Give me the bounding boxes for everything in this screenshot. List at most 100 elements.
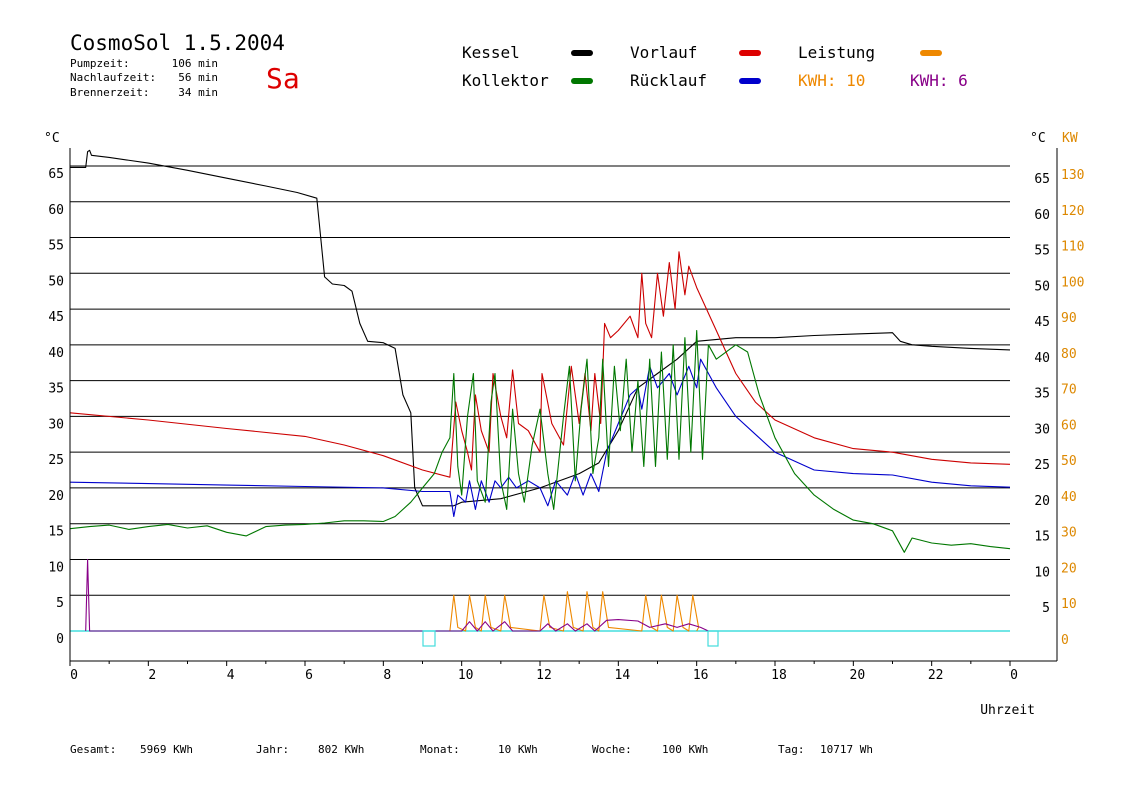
y-tick-power: 30 xyxy=(1061,526,1077,541)
series-group xyxy=(69,149,1011,632)
footer-tag-value: 10717 Wh xyxy=(820,743,873,756)
grid-lines xyxy=(70,165,1010,632)
footer-jahr-label: Jahr: xyxy=(256,743,289,756)
series-kessel xyxy=(70,149,1011,507)
y-tick-right: 10 xyxy=(1034,565,1050,580)
y-tick-left: 5 xyxy=(56,596,64,611)
x-tick-label: 4 xyxy=(227,668,235,683)
y-tick-left: 20 xyxy=(48,489,64,504)
stat-pumpzeit-label: Pumpzeit: xyxy=(70,57,130,70)
y-tick-power: 10 xyxy=(1061,597,1077,612)
y-tick-left: 10 xyxy=(48,560,64,575)
legend-vorlauf-label: Vorlauf xyxy=(630,43,697,62)
stat-brennerzeit-value: 34 min xyxy=(178,86,218,99)
x-tick-label: 22 xyxy=(928,668,944,683)
footer-tag-label: Tag: xyxy=(778,743,805,756)
y-tick-right: 45 xyxy=(1034,315,1050,330)
series-kwh xyxy=(85,558,709,632)
legend-kollektor-swatch xyxy=(571,78,593,84)
legend-kessel-label: Kessel xyxy=(462,43,520,62)
y-tick-right: 5 xyxy=(1042,601,1050,616)
y-tick-power: 0 xyxy=(1061,633,1069,648)
y-tick-right: 15 xyxy=(1034,530,1050,545)
y-tick-left: 45 xyxy=(48,310,64,325)
series-vorlauf xyxy=(69,251,1011,478)
x-tick-label: 20 xyxy=(850,668,866,683)
legend-vorlauf-swatch xyxy=(739,50,761,56)
legend-leistung-swatch xyxy=(920,50,942,56)
footer-woche-label: Woche: xyxy=(592,743,632,756)
footer-monat-label: Monat: xyxy=(420,743,460,756)
y-tick-right: 30 xyxy=(1034,422,1050,437)
series-ruecklauf xyxy=(69,358,1011,518)
y-tick-left: 25 xyxy=(48,453,64,468)
footer-woche-value: 100 KWh xyxy=(662,743,708,756)
x-tick-label: 6 xyxy=(305,668,313,683)
legend-ruecklauf-label: Rücklauf xyxy=(630,71,707,90)
y-tick-left: 50 xyxy=(48,274,64,289)
x-tick-label: 0 xyxy=(1010,668,1018,683)
y-tick-right: 35 xyxy=(1034,387,1050,402)
footer-gesamt-label: Gesamt: xyxy=(70,743,116,756)
y-tick-left: 35 xyxy=(48,382,64,397)
footer-jahr-value: 802 KWh xyxy=(318,743,364,756)
x-tick-label: 16 xyxy=(693,668,709,683)
legend-kessel-swatch xyxy=(571,50,593,56)
x-tick-label: 10 xyxy=(458,668,474,683)
y-tick-power: 120 xyxy=(1061,204,1084,219)
y-tick-power: 50 xyxy=(1061,454,1077,469)
stat-pumpzeit-value: 106 min xyxy=(172,57,218,70)
y-tick-left: 60 xyxy=(48,203,64,218)
y-tick-left: 0 xyxy=(56,632,64,647)
y-tick-right: 40 xyxy=(1034,351,1050,366)
y-tick-left: 65 xyxy=(48,167,64,182)
y-tick-right: 25 xyxy=(1034,458,1050,473)
y-unit-right-power: KW xyxy=(1062,131,1078,146)
y-tick-power: 80 xyxy=(1061,347,1077,362)
x-tick-label: 14 xyxy=(615,668,631,683)
x-tick-label: 8 xyxy=(383,668,391,683)
legend-leistung-label: Leistung xyxy=(798,43,875,62)
y-tick-right: 65 xyxy=(1034,172,1050,187)
y-tick-power: 20 xyxy=(1061,561,1077,576)
y-tick-power: 60 xyxy=(1061,418,1077,433)
y-tick-left: 15 xyxy=(48,525,64,540)
day-label: Sa xyxy=(266,62,300,95)
legend-kwh-purple: KWH: 6 xyxy=(910,71,968,90)
x-tick-label: 2 xyxy=(148,668,156,683)
y-tick-right: 55 xyxy=(1034,244,1050,259)
x-axis-label: Uhrzeit xyxy=(980,703,1035,718)
footer-gesamt-value: 5969 KWh xyxy=(140,743,193,756)
y-tick-right: 20 xyxy=(1034,494,1050,509)
y-tick-power: 40 xyxy=(1061,490,1077,505)
x-tick-label: 0 xyxy=(70,668,78,683)
legend-ruecklauf-swatch xyxy=(739,78,761,84)
x-tick-label: 18 xyxy=(771,668,787,683)
y-tick-power: 90 xyxy=(1061,311,1077,326)
legend-kwh-orange: KWH: 10 xyxy=(798,71,865,90)
y-tick-power: 130 xyxy=(1061,168,1084,183)
y-tick-right: 50 xyxy=(1034,279,1050,294)
y-tick-power: 100 xyxy=(1061,275,1084,290)
series-kollektor xyxy=(69,329,1011,553)
stat-nachlaufzeit-label: Nachlaufzeit: xyxy=(70,71,156,84)
y-tick-right: 60 xyxy=(1034,208,1050,223)
y-tick-left: 40 xyxy=(48,346,64,361)
y-unit-right-temp: °C xyxy=(1030,131,1046,146)
chart-title: CosmoSol 1.5.2004 xyxy=(70,31,285,55)
footer-monat-value: 10 KWh xyxy=(498,743,538,756)
legend-kollektor-label: Kollektor xyxy=(462,71,549,90)
y-tick-power: 70 xyxy=(1061,383,1077,398)
y-unit-left: °C xyxy=(44,131,60,146)
stat-nachlaufzeit-value: 56 min xyxy=(178,71,218,84)
x-tick-label: 12 xyxy=(536,668,552,683)
y-tick-power: 110 xyxy=(1061,240,1084,255)
pump-start-marker xyxy=(422,630,436,647)
y-tick-left: 30 xyxy=(48,417,64,432)
y-tick-left: 55 xyxy=(48,239,64,254)
series-leistung xyxy=(449,591,700,632)
stat-brennerzeit-label: Brennerzeit: xyxy=(70,86,149,99)
pump-end-marker xyxy=(707,630,719,647)
